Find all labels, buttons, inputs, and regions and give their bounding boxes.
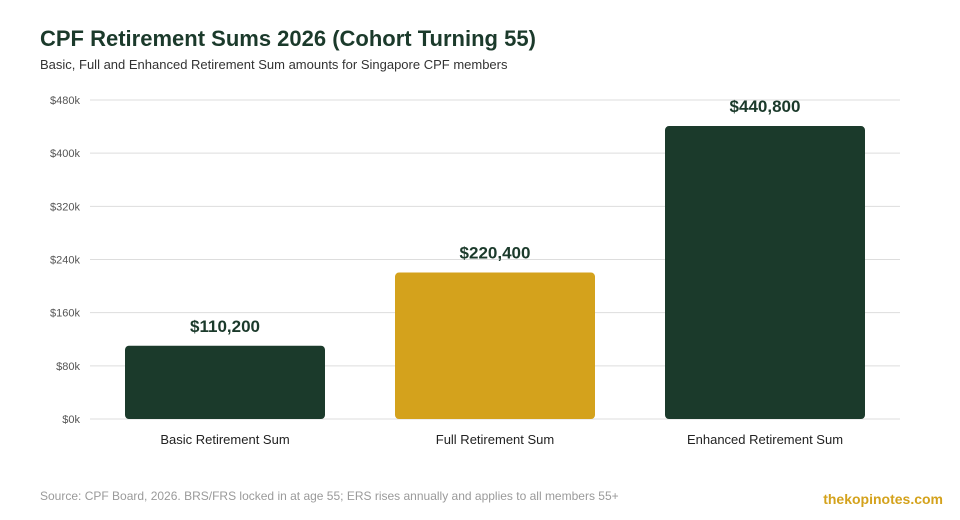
y-tick-label: $0k [62, 414, 80, 426]
data-label: $440,800 [730, 97, 801, 116]
bar [665, 126, 865, 419]
y-tick-label: $240k [50, 255, 80, 267]
y-tick-label: $320k [50, 201, 80, 213]
bar [395, 272, 595, 419]
x-tick-label: Basic Retirement Sum [160, 432, 289, 447]
data-label: $220,400 [460, 244, 531, 263]
y-tick-label: $480k [50, 95, 80, 107]
x-tick-label: Enhanced Retirement Sum [687, 432, 843, 447]
brand-link[interactable]: thekopinotes.com [823, 491, 943, 507]
y-tick-label: $400k [50, 148, 80, 160]
chart-title: CPF Retirement Sums 2026 (Cohort Turning… [40, 26, 536, 51]
bar [125, 345, 325, 419]
data-label: $110,200 [190, 317, 260, 336]
y-tick-label: $160k [50, 308, 80, 320]
x-tick-label: Full Retirement Sum [436, 432, 554, 447]
source-note: Source: CPF Board, 2026. BRS/FRS locked … [40, 489, 619, 503]
chart-subtitle: Basic, Full and Enhanced Retirement Sum … [40, 57, 508, 72]
y-tick-label: $80k [56, 361, 80, 373]
